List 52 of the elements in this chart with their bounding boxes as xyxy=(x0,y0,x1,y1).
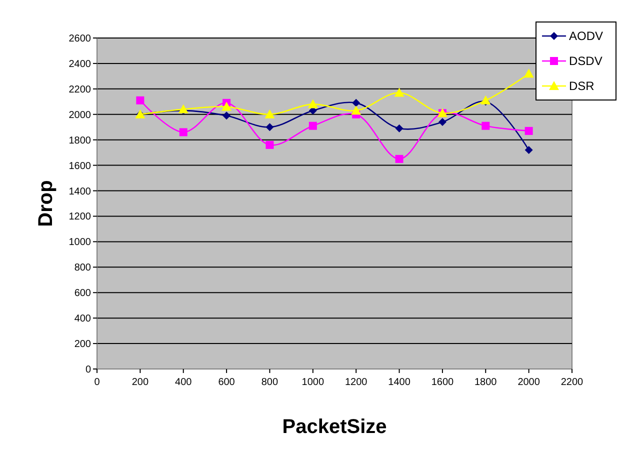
point xyxy=(136,96,144,104)
legend-label: AODV xyxy=(569,29,604,44)
y-tick-label: 1200 xyxy=(68,212,92,223)
point xyxy=(524,126,533,135)
legend-label: DSR xyxy=(569,79,595,94)
y-tick-label: 600 xyxy=(74,288,92,300)
x-tick-label: 2200 xyxy=(560,377,584,388)
point xyxy=(266,140,274,149)
point xyxy=(222,112,231,120)
y-tick-label: 800 xyxy=(74,262,92,274)
y-tick-label: 1800 xyxy=(68,135,92,146)
x-tick-label: 1800 xyxy=(474,377,498,388)
x-tick-label: 400 xyxy=(175,377,192,388)
point xyxy=(394,88,404,97)
x-tick-label: 2000 xyxy=(518,377,540,388)
x-tick-label: 200 xyxy=(132,377,149,388)
x-tick-label: 1600 xyxy=(431,377,454,388)
point xyxy=(222,102,232,111)
y-tick-label: 2000 xyxy=(68,110,92,121)
point xyxy=(438,118,446,126)
point xyxy=(264,109,275,118)
point xyxy=(395,154,404,163)
y-tick-label: 1400 xyxy=(68,186,92,198)
y-tick-label: 0 xyxy=(85,364,92,376)
point xyxy=(395,124,404,132)
point xyxy=(482,122,490,130)
y-tick-label: 400 xyxy=(74,314,92,325)
x-tick-label: 1400 xyxy=(388,377,411,388)
y-tick-label: 2600 xyxy=(68,34,92,44)
point xyxy=(179,128,188,136)
x-tick-label: 1200 xyxy=(344,377,368,388)
x-tick-label: 800 xyxy=(261,377,279,388)
point xyxy=(351,106,362,115)
y-tick-label: 200 xyxy=(74,339,92,350)
point xyxy=(480,95,491,104)
y-tick-label: 2400 xyxy=(68,58,92,70)
x-tick-label: 0 xyxy=(94,377,100,388)
x-tick-label: 1000 xyxy=(302,377,324,388)
point xyxy=(266,123,274,132)
point xyxy=(308,99,318,108)
x-tick-label: 600 xyxy=(218,377,236,388)
y-axis-title: Drop xyxy=(35,180,57,227)
y-tick-label: 1600 xyxy=(68,160,92,172)
y-tick-label: 1000 xyxy=(68,237,92,248)
point xyxy=(352,98,360,107)
x-axis-title: PacketSize xyxy=(282,416,387,438)
y-tick-label: 2200 xyxy=(68,84,92,96)
legend-label: DSDV xyxy=(569,54,602,68)
point xyxy=(524,68,534,78)
point xyxy=(308,122,317,130)
point xyxy=(524,146,533,154)
point xyxy=(178,104,188,114)
